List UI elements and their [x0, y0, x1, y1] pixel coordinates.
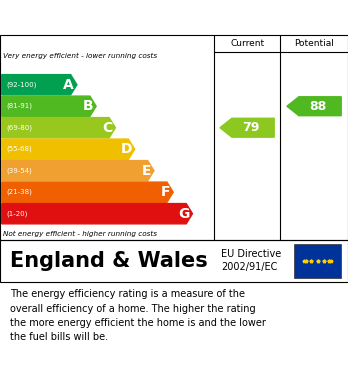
Text: The energy efficiency rating is a measure of the
overall efficiency of a home. T: The energy efficiency rating is a measur… [10, 289, 266, 343]
Polygon shape [287, 97, 341, 116]
Text: Current: Current [230, 39, 264, 48]
Text: England & Wales: England & Wales [10, 251, 208, 271]
Polygon shape [2, 139, 135, 160]
Text: (55-68): (55-68) [6, 146, 32, 152]
Text: F: F [161, 185, 171, 199]
Text: D: D [120, 142, 132, 156]
Polygon shape [2, 75, 77, 95]
Polygon shape [2, 118, 116, 138]
Text: 88: 88 [309, 100, 326, 113]
Text: (21-38): (21-38) [6, 189, 32, 196]
Text: EU Directive
2002/91/EC: EU Directive 2002/91/EC [221, 249, 281, 272]
Polygon shape [2, 161, 154, 181]
Text: B: B [83, 99, 93, 113]
Text: Energy Efficiency Rating: Energy Efficiency Rating [9, 11, 230, 26]
Text: A: A [63, 78, 74, 92]
Text: 79: 79 [242, 121, 259, 134]
Text: (81-91): (81-91) [6, 103, 32, 109]
Polygon shape [2, 182, 173, 203]
Text: E: E [142, 164, 151, 178]
Text: (69-80): (69-80) [6, 124, 32, 131]
Polygon shape [2, 204, 192, 224]
Text: (39-54): (39-54) [6, 167, 32, 174]
Text: Potential: Potential [294, 39, 334, 48]
Text: Very energy efficient - lower running costs: Very energy efficient - lower running co… [3, 53, 158, 59]
Text: (92-100): (92-100) [6, 81, 36, 88]
Polygon shape [220, 118, 274, 137]
Text: C: C [102, 121, 113, 135]
Text: (1-20): (1-20) [6, 210, 27, 217]
Text: G: G [178, 207, 190, 221]
Polygon shape [2, 96, 96, 117]
Bar [294, 244, 341, 278]
Text: Not energy efficient - higher running costs: Not energy efficient - higher running co… [3, 231, 158, 237]
